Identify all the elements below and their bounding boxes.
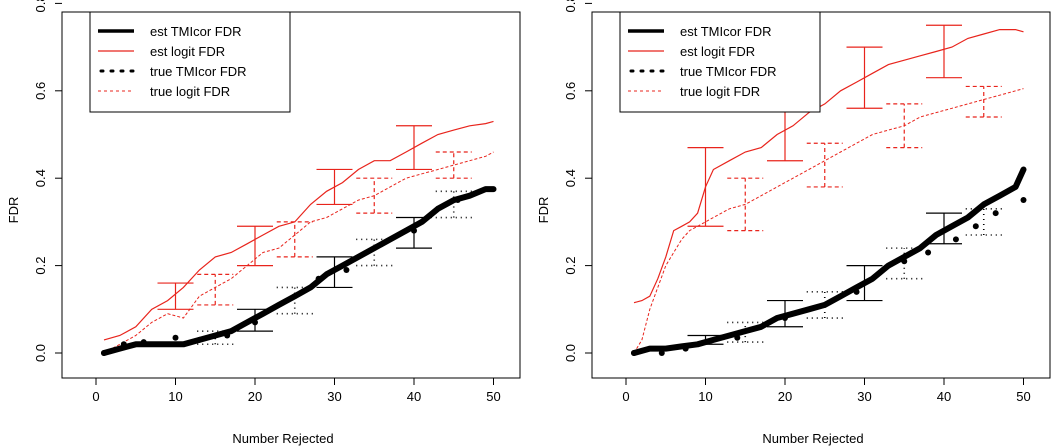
error-bar — [197, 274, 233, 305]
series-true-tmicor-point — [224, 333, 230, 339]
y-tick-label: 0.8 — [33, 0, 48, 12]
series-true-tmicor-point — [782, 315, 788, 321]
series-true-tmicor-point — [993, 210, 999, 216]
error-bar — [158, 283, 194, 309]
legend: est TMIcor FDR est logit FDR true TMIcor F… — [90, 12, 290, 112]
x-tick-label: 10 — [698, 389, 712, 404]
x-tick-label: 30 — [857, 389, 871, 404]
x-tick-label: 50 — [486, 389, 500, 404]
x-tick-label: 40 — [937, 389, 951, 404]
series-true-tmicor-point — [901, 258, 907, 264]
series-true-tmicor-point — [683, 346, 689, 352]
error-bar — [966, 86, 1002, 117]
legend: est TMIcor FDR est logit FDR true TMIcor F… — [620, 12, 820, 112]
series-true-tmicor-point — [854, 289, 860, 295]
series-true-logit-fdr — [104, 152, 494, 353]
fdr-chart-right: 0 10 20 30 40 50 0.0 0.2 0.4 0.6 0.8 Number Rejecte… — [530, 0, 1061, 447]
series-true-tmicor-point — [343, 267, 349, 273]
series-true-tmicor-point — [121, 341, 127, 347]
error-bar — [277, 222, 313, 257]
x-tick-label: 20 — [778, 389, 792, 404]
series-true-tmicor-point — [631, 350, 637, 356]
y-tick-label: 0.8 — [563, 0, 578, 12]
x-tick-label: 30 — [327, 389, 341, 404]
series-true-tmicor-point — [292, 293, 298, 299]
series-true-tmicor-point — [659, 350, 665, 356]
x-axis-title: Number Rejected — [232, 431, 333, 446]
legend-label: est TMIcor FDR — [150, 24, 242, 39]
series-true-tmicor-point — [141, 339, 147, 345]
y-tick-label: 0.0 — [563, 344, 578, 362]
series-true-tmicor-point — [953, 236, 959, 242]
error-bar — [436, 152, 472, 178]
y-tick-label: 0.6 — [563, 82, 578, 100]
series-true-tmicor-point — [173, 335, 179, 341]
series-est-tmicor-fdr — [104, 189, 494, 353]
x-tick-label: 50 — [1016, 389, 1030, 404]
y-tick-label: 0.2 — [33, 257, 48, 275]
legend-label: true TMIcor FDR — [150, 64, 247, 79]
legend-label: true TMIcor FDR — [680, 64, 777, 79]
legend-label: true logit FDR — [150, 84, 230, 99]
series-true-tmicor-point — [734, 335, 740, 341]
series-true-tmicor-point — [973, 223, 979, 229]
y-tick-label: 0.2 — [563, 257, 578, 275]
legend-label: est logit FDR — [680, 44, 755, 59]
series-true-tmicor-point — [316, 276, 322, 282]
x-axis-title: Number Rejected — [762, 431, 863, 446]
legend-label: est TMIcor FDR — [680, 24, 772, 39]
series-true-tmicor-point — [252, 319, 258, 325]
x-tick-label: 0 — [622, 389, 629, 404]
y-axis-title: FDR — [536, 197, 551, 224]
series-true-tmicor-point — [925, 249, 931, 255]
x-tick-label: 0 — [92, 389, 99, 404]
legend-label: est logit FDR — [150, 44, 225, 59]
x-tick-label: 10 — [168, 389, 182, 404]
x-tick-label: 20 — [248, 389, 262, 404]
y-tick-label: 0.0 — [33, 344, 48, 362]
y-tick-label: 0.4 — [563, 169, 578, 187]
error-bar — [926, 25, 962, 77]
y-axis-title: FDR — [6, 197, 21, 224]
series-true-tmicor-point — [101, 350, 107, 356]
fdr-chart-left: 0 10 20 30 40 50 0.0 0.2 0.4 0.6 0.8 Number Rejecte… — [0, 0, 530, 447]
y-tick-label: 0.4 — [33, 169, 48, 187]
legend-label: true logit FDR — [680, 84, 760, 99]
x-tick-label: 40 — [407, 389, 421, 404]
y-tick-label: 0.6 — [33, 82, 48, 100]
series-est-logit-fdr — [104, 121, 494, 340]
series-true-tmicor-point — [411, 228, 417, 234]
error-bar — [807, 143, 843, 187]
series-true-tmicor-point — [455, 197, 461, 203]
series-true-tmicor-point — [1021, 197, 1027, 203]
series-true-tmicor-point — [196, 337, 202, 343]
series-est-tmicor-fdr — [634, 170, 1024, 354]
